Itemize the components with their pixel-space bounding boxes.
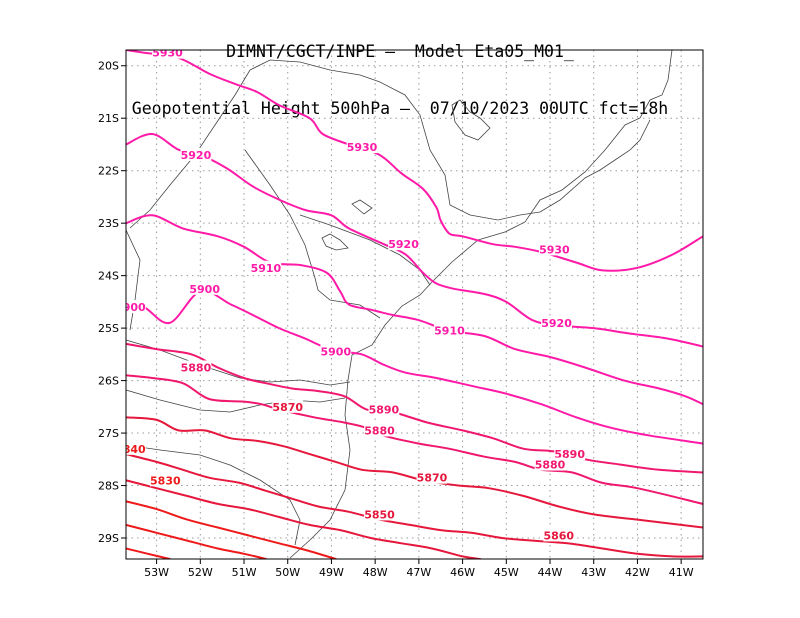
contour-label-5930: 5930: [539, 243, 570, 256]
contour-label-5910: 5910: [434, 325, 465, 338]
tick-label-lon: 50W: [275, 566, 300, 579]
tick-label-lon: 47W: [406, 566, 431, 579]
contour-label-5870: 5870: [417, 472, 448, 485]
contour-label-5880: 5880: [181, 361, 212, 374]
contour-line-5870: [126, 416, 703, 529]
contour-label-bg: [416, 470, 448, 484]
contour-label-bg: [149, 473, 181, 487]
contour-line-5890: [126, 342, 703, 474]
state-boundary-mg: [249, 59, 651, 221]
contour-label-bg: [538, 242, 570, 256]
contour-line-5850: [126, 479, 482, 559]
contour-line-5830: [126, 523, 267, 559]
contour-label-5920: 5920: [388, 238, 419, 251]
contour-label-bg: [368, 402, 400, 416]
contour-label-bg: [180, 147, 212, 161]
contour-label-5900: 5900: [115, 301, 146, 314]
contour-label-bg: [189, 281, 221, 295]
lake-reservoir-3: [351, 199, 373, 215]
contour-label-5840: 5840: [115, 443, 146, 456]
contour-label-5910: 5910: [251, 262, 282, 275]
contour-label-bg: [346, 140, 378, 154]
tick-label-lon: 46W: [450, 566, 475, 579]
lake-reservoir-2: [321, 233, 349, 251]
tick-label-lat: 21S: [98, 112, 119, 125]
contour-label-5900: 5900: [321, 346, 352, 359]
tick-label-lon: 48W: [363, 566, 388, 579]
political-boundaries: [126, 50, 673, 559]
contour-label-bg: [541, 315, 572, 329]
tick-label-lon: 49W: [319, 566, 344, 579]
contour-label-bg: [126, 441, 146, 455]
contour-label-5880: 5880: [364, 424, 395, 437]
tick-label-lat: 22S: [98, 165, 119, 178]
contour-line-5900: [126, 289, 703, 445]
tick-label-lat: 25S: [98, 322, 119, 335]
contour-label-bg: [534, 457, 566, 471]
contour-label-bg: [250, 260, 282, 274]
contour-label-5870: 5870: [272, 401, 303, 414]
contour-labels: 5930 5930 5930 5920 5920 5920 5910 5910 5900 5900…: [115, 47, 586, 542]
contour-label-5900: 5900: [189, 283, 220, 296]
contour-line-5820: [126, 547, 171, 559]
contour-label-5860: 5860: [543, 529, 574, 542]
contour-label-5920: 5920: [541, 317, 572, 330]
contour-label-5930: 5930: [152, 47, 183, 60]
tick-label-lat: 23S: [98, 217, 119, 230]
tick-label-lat: 28S: [98, 480, 119, 493]
title-line-1: DIMNT/CGCT/INPE – Model Eta05_M01_: [226, 42, 574, 61]
lake-reservoir-1: [451, 99, 491, 141]
contour-label-bg: [554, 447, 586, 461]
tick-label-lat: 29S: [98, 532, 119, 545]
contour-label-5830: 5830: [150, 474, 181, 487]
contour-label-bg: [126, 300, 146, 314]
contour-label-bg: [364, 423, 395, 437]
contour-label-5930: 5930: [347, 141, 378, 154]
contour-label-bg: [152, 50, 183, 59]
contour-line-5930: [126, 50, 703, 272]
contour-label-bg: [272, 399, 304, 413]
tick-label-lon: 43W: [581, 566, 606, 579]
state-boundary-rs: [126, 444, 301, 546]
coastline: [289, 50, 673, 559]
tick-label-lat: 27S: [98, 427, 119, 440]
country-boundary: [126, 229, 141, 331]
contour-lines: [126, 50, 703, 559]
contour-label-5880: 5880: [535, 459, 566, 472]
contour-label-5850: 5850: [364, 508, 395, 521]
tick-label-lon: 44W: [538, 566, 563, 579]
contour-line-5910: [126, 214, 703, 406]
contour-label-bg: [388, 237, 419, 251]
state-boundary-sp: [129, 69, 431, 319]
tick-label-lat: 26S: [98, 375, 119, 388]
tick-label-lon: 45W: [494, 566, 519, 579]
tick-label-lon: 42W: [625, 566, 650, 579]
contour-label-bg: [180, 360, 212, 374]
contour-label-5920: 5920: [181, 149, 212, 162]
tick-label-lon: 51W: [232, 566, 257, 579]
contour-label-bg: [543, 528, 575, 542]
plot-frame: [125, 49, 704, 560]
contour-line-5860: [126, 453, 703, 558]
tick-label-lat: 20S: [98, 60, 119, 73]
contour-label-5890: 5890: [369, 403, 400, 416]
tick-label-lon: 41W: [669, 566, 694, 579]
tick-label-lon: 53W: [144, 566, 169, 579]
tick-label-lat: 24S: [98, 270, 119, 283]
lat-lon-grid: [126, 50, 703, 559]
contour-line-5880: [126, 374, 703, 505]
tick-label-lon: 52W: [188, 566, 213, 579]
contour-label-bg: [434, 323, 465, 337]
contour-label-bg: [320, 344, 352, 358]
axis-ticks: 53W 52W 51W 50W 49W 48W 47W 46W 45W 44W 43W 42W 41W 2…: [98, 60, 694, 579]
contour-label-bg: [364, 507, 395, 521]
contour-line-5840: [126, 500, 337, 559]
